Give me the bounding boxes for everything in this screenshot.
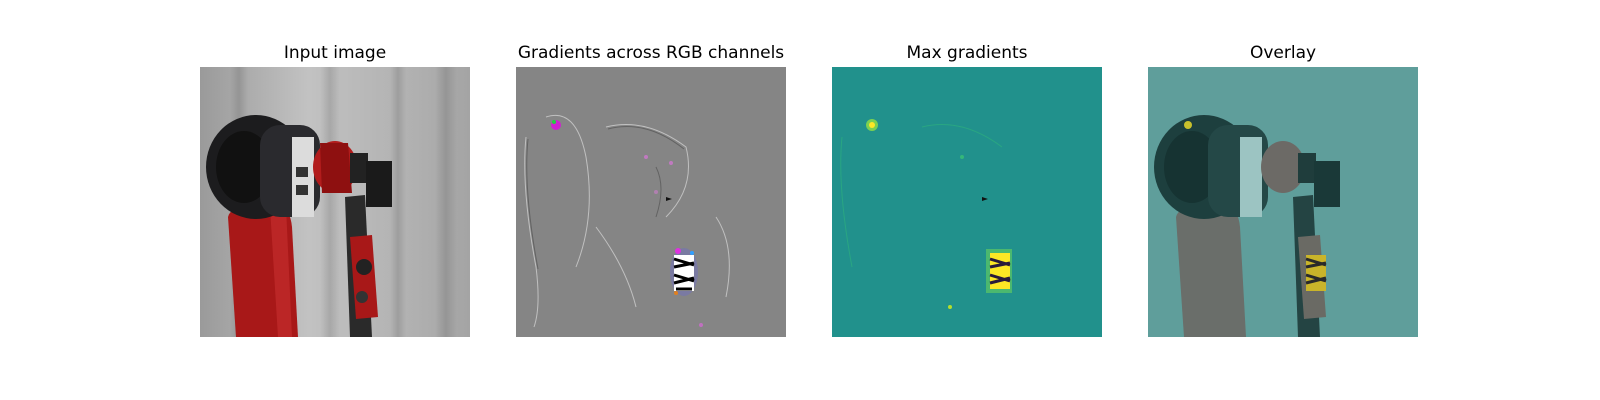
panel-title: Overlay [1249,43,1317,63]
overlay-image [1148,67,1418,337]
panel-overlay: Overlay [1148,0,1418,400]
max-gradients-image [832,67,1102,337]
panel-title: Gradients across RGB channels [517,43,785,63]
rgb-gradients-image [516,67,786,337]
panel-title: Max gradients [906,43,1028,63]
panel-input-image: Input image [200,0,470,400]
panel-rgb-gradients: Gradients across RGB channels [516,0,786,400]
panel-title: Input image [283,43,387,63]
panel-max-gradients: Max gradients [832,0,1102,400]
input-image [200,67,470,337]
